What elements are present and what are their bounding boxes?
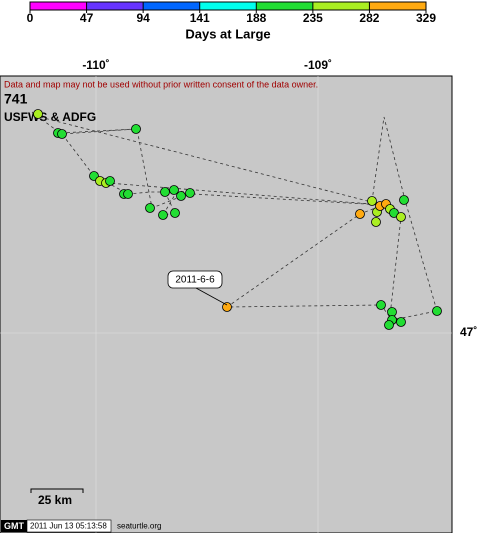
colorbar-tick-label: 141 xyxy=(190,11,210,25)
colorbar-tick-label: 0 xyxy=(27,11,34,25)
colorbar-tick-label: 235 xyxy=(303,11,323,25)
colorbar-segment xyxy=(199,2,257,10)
logo-box xyxy=(1,520,27,532)
colorbar-segment xyxy=(256,2,313,10)
colorbar-tick-label: 282 xyxy=(359,11,379,25)
timestamp-box xyxy=(26,519,112,533)
site: seaturtle.org xyxy=(117,522,161,531)
colorbar-tick-label: 329 xyxy=(416,11,436,25)
logo: GMT xyxy=(4,521,24,531)
notice: Data and map may not be used without pri… xyxy=(4,79,318,89)
track-id: 741 xyxy=(4,91,28,107)
callout-leader xyxy=(195,287,228,306)
scale-label: 25 km xyxy=(38,493,72,507)
colorbar-segment xyxy=(312,2,370,10)
colorbar-tick-label: 94 xyxy=(136,11,150,25)
callout: 2011-6-6 xyxy=(175,275,215,286)
colorbar-label: Days at Large xyxy=(185,26,270,41)
colorbar-tick-label: 47 xyxy=(80,11,94,25)
lon-label: -109˚ xyxy=(304,58,332,72)
colorbar-segment xyxy=(30,2,87,10)
timestamp: 2011 Jun 13 05:13:58 xyxy=(30,522,107,531)
colorbar-tick-label: 188 xyxy=(246,11,266,25)
callout-box xyxy=(167,270,223,289)
colorbar-segment xyxy=(86,2,144,10)
colorbar-segment xyxy=(143,2,200,10)
colorbar-segment xyxy=(369,2,426,10)
lon-label: -110˚ xyxy=(82,58,109,72)
owner: USFWS & ADFG xyxy=(4,110,96,124)
lat-label: 47˚ xyxy=(460,325,477,339)
scale-bar xyxy=(30,488,84,493)
locations xyxy=(33,109,442,330)
